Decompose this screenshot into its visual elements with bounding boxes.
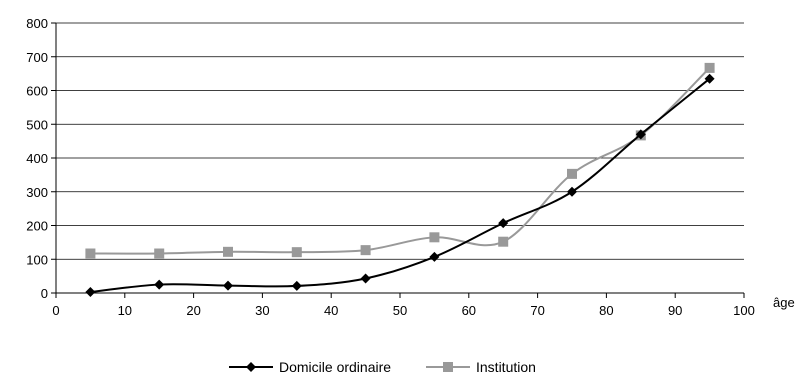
y-tick-label: 200 xyxy=(26,219,48,234)
x-tick-label: 20 xyxy=(186,303,200,318)
legend-marker xyxy=(246,362,256,372)
data-point xyxy=(429,232,440,243)
y-tick-label: 500 xyxy=(26,117,48,132)
legend-item-institution: Institution xyxy=(426,359,536,375)
data-point xyxy=(704,62,715,73)
y-tick-label: 0 xyxy=(41,286,48,301)
y-tick-label: 300 xyxy=(26,185,48,200)
x-tick-label: 10 xyxy=(118,303,132,318)
y-tick-label: 700 xyxy=(26,50,48,65)
data-point xyxy=(291,280,302,291)
series-line xyxy=(90,77,711,293)
legend-label: Institution xyxy=(476,359,536,375)
y-tick-label: 800 xyxy=(26,16,48,31)
legend-marker xyxy=(443,362,453,372)
y-tick-label: 100 xyxy=(26,252,48,267)
x-tick-label: 0 xyxy=(52,303,59,318)
x-tick-label: 90 xyxy=(668,303,682,318)
series-institution xyxy=(85,62,715,259)
gridlines xyxy=(56,22,744,260)
x-tick-label: 70 xyxy=(530,303,544,318)
data-point xyxy=(85,286,96,297)
legend-label: Domicile ordinaire xyxy=(279,359,391,375)
data-point xyxy=(85,248,96,259)
data-point xyxy=(498,236,509,247)
series-domicile-ordinaire xyxy=(85,73,715,297)
x-tick-label: 30 xyxy=(255,303,269,318)
x-tick-label: 80 xyxy=(599,303,613,318)
data-point xyxy=(223,246,233,257)
x-tick-label: 40 xyxy=(324,303,338,318)
x-tick-labels: 0 10 20 30 40 50 60 70 80 90 100 xyxy=(52,303,754,318)
x-tick-label: 50 xyxy=(393,303,407,318)
data-point xyxy=(498,218,509,229)
data-point xyxy=(567,168,577,179)
axes xyxy=(51,22,745,298)
y-tick-label: 400 xyxy=(26,151,48,166)
data-point xyxy=(704,73,715,84)
data-point xyxy=(360,273,371,284)
legend-item-domicile-ordinaire: Domicile ordinaire xyxy=(229,359,391,375)
y-tick-labels: 0 100 200 300 400 500 600 700 800 xyxy=(26,16,48,301)
legend: Domicile ordinaire Institution xyxy=(229,359,536,375)
data-point xyxy=(223,280,233,291)
data-point xyxy=(567,186,577,197)
x-tick-label: 60 xyxy=(462,303,476,318)
series-line xyxy=(90,67,711,255)
series-group xyxy=(85,62,715,297)
data-point xyxy=(635,129,646,140)
data-point xyxy=(360,245,371,256)
data-point xyxy=(154,279,165,290)
x-tick-label: 100 xyxy=(733,303,755,318)
data-point xyxy=(291,247,302,258)
x-axis-label: âge xyxy=(773,295,795,310)
data-point xyxy=(154,248,165,259)
y-tick-label: 600 xyxy=(26,84,48,99)
data-point xyxy=(429,251,440,262)
